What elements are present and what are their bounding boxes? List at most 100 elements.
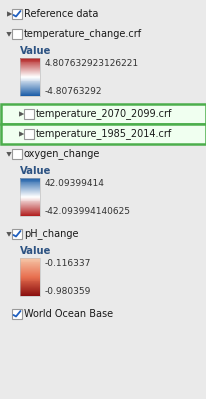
- Bar: [20, 295, 40, 296]
- Bar: [20, 86, 40, 87]
- Bar: [20, 189, 40, 190]
- Bar: [20, 273, 40, 274]
- Text: temperature_change.crf: temperature_change.crf: [24, 29, 142, 40]
- Bar: [12, 29, 22, 39]
- Bar: [20, 79, 40, 80]
- Bar: [20, 181, 40, 182]
- Bar: [20, 83, 40, 85]
- Bar: [20, 75, 40, 76]
- Bar: [20, 93, 40, 94]
- Bar: [20, 261, 40, 262]
- Bar: [20, 285, 40, 286]
- Bar: [20, 64, 40, 65]
- Bar: [20, 280, 40, 282]
- Bar: [20, 205, 40, 207]
- Bar: [20, 258, 40, 259]
- Bar: [20, 276, 40, 277]
- Text: 4.807632923126221: 4.807632923126221: [45, 59, 138, 67]
- Bar: [20, 79, 40, 81]
- Bar: [20, 69, 40, 70]
- Bar: [20, 280, 40, 281]
- Bar: [20, 282, 40, 284]
- Bar: [20, 182, 40, 183]
- Bar: [20, 179, 40, 180]
- Bar: [20, 88, 40, 89]
- Bar: [20, 209, 40, 210]
- Bar: [20, 201, 40, 203]
- Bar: [20, 263, 40, 265]
- Polygon shape: [7, 32, 11, 36]
- Bar: [24, 129, 34, 139]
- Bar: [20, 210, 40, 211]
- Bar: [20, 202, 40, 203]
- Text: oxygen_change: oxygen_change: [24, 148, 100, 160]
- Bar: [20, 275, 40, 276]
- Text: 42.09399414: 42.09399414: [45, 178, 104, 188]
- Bar: [20, 211, 40, 212]
- Bar: [20, 288, 40, 289]
- Bar: [20, 263, 40, 264]
- Bar: [20, 77, 40, 78]
- Bar: [20, 193, 40, 194]
- Bar: [20, 274, 40, 275]
- Bar: [20, 65, 40, 67]
- Bar: [20, 61, 40, 63]
- Bar: [20, 207, 40, 208]
- Text: Value: Value: [20, 166, 51, 176]
- Bar: [12, 9, 22, 19]
- Bar: [20, 184, 40, 185]
- Bar: [20, 199, 40, 200]
- Bar: [20, 72, 40, 73]
- Bar: [20, 87, 40, 89]
- Bar: [20, 294, 40, 295]
- Bar: [20, 198, 40, 199]
- Polygon shape: [7, 232, 11, 236]
- Text: temperature_1985_2014.crf: temperature_1985_2014.crf: [36, 128, 171, 140]
- Bar: [20, 59, 40, 60]
- Bar: [20, 208, 40, 209]
- Bar: [20, 188, 40, 190]
- Bar: [20, 214, 40, 215]
- Text: Value: Value: [20, 246, 51, 256]
- Bar: [20, 265, 40, 267]
- Bar: [20, 268, 40, 269]
- Bar: [20, 291, 40, 292]
- Bar: [20, 89, 40, 90]
- Bar: [20, 84, 40, 85]
- Bar: [12, 149, 22, 159]
- Text: temperature_2070_2099.crf: temperature_2070_2099.crf: [36, 109, 172, 119]
- Bar: [20, 260, 40, 261]
- Bar: [20, 185, 40, 187]
- Bar: [1, 104, 205, 124]
- Bar: [20, 59, 40, 61]
- Bar: [20, 90, 40, 91]
- Bar: [20, 85, 40, 87]
- Bar: [20, 195, 40, 196]
- Bar: [20, 284, 40, 286]
- Bar: [20, 182, 40, 184]
- Text: -0.116337: -0.116337: [45, 259, 91, 267]
- Bar: [20, 184, 40, 186]
- Bar: [20, 203, 40, 205]
- Bar: [20, 206, 40, 207]
- Bar: [20, 286, 40, 287]
- Bar: [20, 200, 40, 201]
- Bar: [20, 271, 40, 272]
- Bar: [20, 92, 40, 93]
- Text: -0.980359: -0.980359: [45, 286, 91, 296]
- Bar: [20, 289, 40, 290]
- Bar: [20, 197, 40, 198]
- Bar: [20, 66, 40, 67]
- Polygon shape: [19, 112, 23, 116]
- Bar: [20, 190, 40, 191]
- Bar: [20, 73, 40, 74]
- Bar: [20, 94, 40, 95]
- Bar: [20, 95, 40, 96]
- Bar: [20, 267, 40, 269]
- Bar: [20, 71, 40, 72]
- Polygon shape: [7, 152, 11, 156]
- Bar: [20, 67, 40, 69]
- Bar: [20, 74, 40, 75]
- Bar: [20, 63, 40, 65]
- Bar: [20, 215, 40, 216]
